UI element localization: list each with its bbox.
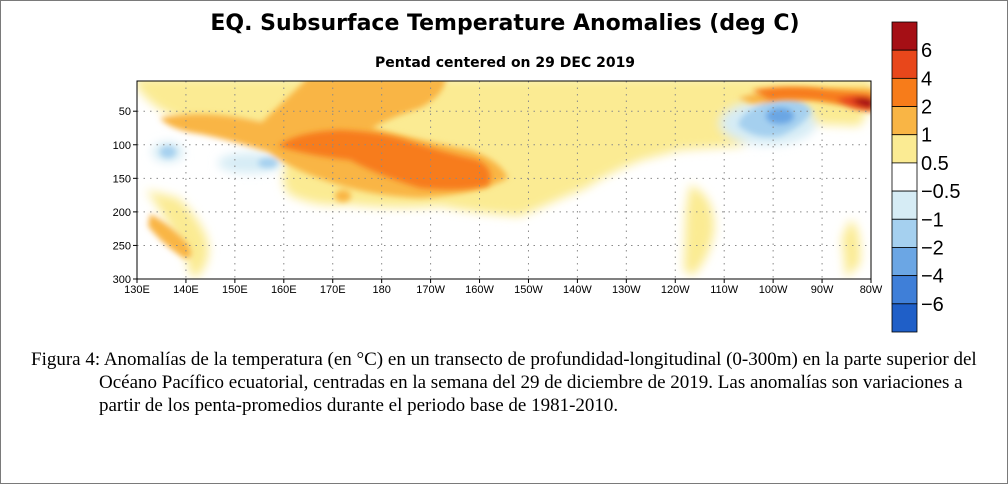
- x-tick-label: 160E: [271, 284, 297, 296]
- y-tick-label: 250: [113, 240, 131, 252]
- anomaly-layer-strong: [278, 87, 871, 190]
- anomaly-peak-warm-east: [852, 98, 871, 108]
- colorbar-label: −6: [921, 294, 944, 316]
- x-tick-label: 150E: [222, 284, 248, 296]
- plot-border: [136, 80, 872, 280]
- x-tick-label: 110W: [710, 284, 739, 296]
- y-tick-label: 100: [113, 140, 131, 152]
- caption-text: Figura 4: Anomalías de la temperatura (e…: [31, 349, 977, 416]
- colorbar-swatch: [891, 303, 918, 333]
- y-tick-label: 200: [113, 207, 131, 219]
- colorbar-label: 4: [921, 68, 932, 90]
- colorbar-label: 1: [921, 125, 932, 147]
- colorbar-swatch: [891, 134, 918, 164]
- anomaly-weak-warm-east: [684, 185, 715, 276]
- anomaly-moderate-cool-far-west: [160, 146, 176, 158]
- anomaly-moderate-warm-spot: [335, 190, 351, 202]
- anomaly-strong-cool-east: [766, 108, 794, 124]
- anomaly-weak-warm-far-east: [842, 220, 861, 278]
- colorbar-swatch: [891, 275, 918, 305]
- x-tick-label: 100W: [759, 284, 788, 296]
- colorbar-swatch: [891, 162, 918, 192]
- x-tick-label: 130W: [612, 284, 641, 296]
- y-axis-ticks: 50 100 150 200 250 300: [113, 106, 137, 286]
- colorbar-label: 0.5: [921, 153, 949, 175]
- chart-subtitle: Pentad centered on 29 DEC 2019: [375, 55, 635, 71]
- x-tick-label: 160W: [465, 284, 494, 296]
- colorbar-label: −0.5: [921, 181, 960, 203]
- y-tick-label: 150: [113, 173, 131, 185]
- colorbar-swatch: [891, 21, 918, 51]
- x-tick-label: 80W: [860, 284, 883, 296]
- colorbar-swatch: [891, 247, 918, 277]
- colorbar-swatch: [891, 190, 918, 220]
- anomaly-chart: EQ. Subsurface Temperature Anomalies (de…: [113, 11, 960, 333]
- x-axis-ticks: 130E 140E 150E 160E 170E 180 170W 160W 150W 140W 1…: [124, 279, 883, 296]
- figure-caption: Figura 4: Anomalías de la temperatura (e…: [31, 348, 981, 417]
- x-tick-label: 120W: [661, 284, 690, 296]
- x-tick-label: 130E: [124, 284, 150, 296]
- colorbar: 6 4 2 1 0.5 −0.5 −1 −2 −4 −6: [891, 21, 960, 333]
- x-tick-label: 90W: [811, 284, 834, 296]
- colorbar-swatch: [891, 77, 918, 107]
- x-tick-label: 150W: [514, 284, 543, 296]
- colorbar-label: −4: [921, 266, 944, 288]
- anomaly-strong-warm-east: [752, 87, 871, 112]
- colorbar-label: −2: [921, 237, 944, 259]
- colorbar-swatch: [891, 218, 918, 248]
- anomaly-field: [137, 81, 871, 278]
- anomaly-moderate-cool-west: [258, 158, 278, 168]
- x-tick-label: 140E: [173, 284, 199, 296]
- x-tick-label: 170W: [416, 284, 445, 296]
- y-tick-label: 50: [119, 106, 131, 118]
- x-tick-label: 140W: [563, 284, 592, 296]
- colorbar-label: 2: [921, 97, 932, 119]
- anomaly-weak-cool-west: [218, 153, 282, 173]
- colorbar-swatch: [891, 106, 918, 136]
- anomaly-strong-warm-core: [278, 130, 491, 190]
- grid-lines: [137, 81, 871, 279]
- x-tick-label: 180: [372, 284, 390, 296]
- x-tick-label: 170E: [320, 284, 346, 296]
- chart-title: EQ. Subsurface Temperature Anomalies (de…: [210, 11, 799, 36]
- y-tick-label: 300: [113, 274, 131, 286]
- colorbar-swatch: [891, 49, 918, 79]
- plot-area: 130E 140E 150E 160E 170E 180 170W 160W 150W 140W 1…: [113, 80, 883, 296]
- colorbar-label: 6: [921, 40, 932, 62]
- colorbar-label: −1: [921, 209, 944, 231]
- anomaly-moderate-warm-west: [148, 214, 192, 259]
